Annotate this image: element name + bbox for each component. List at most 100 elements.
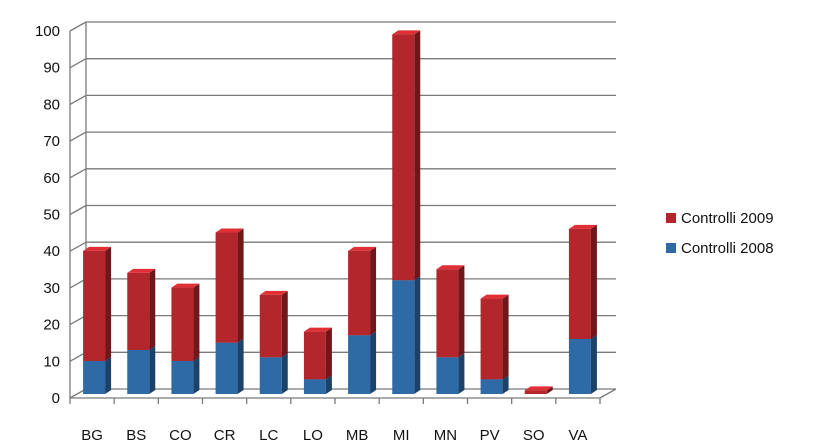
bar-2009-LC [259, 290, 288, 358]
x-tick-label-MB: MB [346, 427, 369, 444]
bar-2009-LC-front [259, 294, 282, 358]
bar-2009-BS-side [149, 268, 156, 350]
bar-2009-MI-side [414, 30, 421, 281]
bar-2009-LC-side [281, 290, 288, 358]
bar-2009-MB-front [348, 250, 371, 336]
bar-2008-BS-front [127, 349, 150, 394]
bar-2009-SO-side [546, 386, 553, 394]
bar-2008-MN-side [458, 353, 465, 394]
y-tick-labels: 0 10 20 30 40 50 60 70 80 90 100 [35, 23, 60, 407]
gridline-side [69, 168, 87, 179]
bar-2009-CR-side [237, 228, 244, 343]
bar-2008-BS-side [149, 345, 156, 394]
bar-2009-MB [348, 246, 377, 336]
y-tick-label: 90 [43, 60, 60, 77]
bar-2009-LO-side [325, 327, 332, 380]
bar-2008-MI [392, 276, 421, 394]
y-tick-label: 80 [43, 96, 60, 113]
bar-2008-MI-side [414, 276, 421, 394]
bar-2009-BS-front [127, 272, 150, 350]
bar-2008-BG-front [83, 360, 106, 394]
bar-2009-BG-front [83, 250, 106, 361]
bar-2009-PV-side [502, 294, 509, 380]
bar-2008-CR-front [215, 342, 238, 394]
bar-2008-BS [127, 345, 156, 394]
bar-2008-MN [436, 353, 465, 394]
y-tick-label: 100 [35, 23, 60, 40]
bar-2008-MN-front [436, 357, 459, 394]
bar-2008-LO-front [303, 379, 326, 394]
y-tick-label: 20 [43, 317, 60, 334]
y-tick-label: 70 [43, 133, 60, 150]
bar-2009-CR-front [215, 232, 238, 343]
x-tick-label-CO: CO [169, 427, 192, 444]
bars [83, 30, 597, 394]
legend-entry-2008: Controlli 2008 [666, 240, 774, 257]
bar-2009-PV [480, 294, 509, 380]
bar-2009-CR-top [215, 228, 244, 233]
y-tick-label: 40 [43, 243, 60, 260]
x-tick-label-MI: MI [393, 427, 410, 444]
x-tick-label-BG: BG [81, 427, 103, 444]
bar-2008-CO-front [171, 360, 194, 394]
bar-2009-MB-top [348, 246, 377, 251]
x-tick-label-PV: PV [480, 427, 500, 444]
y-tick-label: 50 [43, 207, 60, 224]
bar-2008-VA-front [568, 338, 591, 394]
bar-2009-PV-top [480, 294, 509, 299]
bar-2009-BG-side [105, 246, 112, 361]
bar-2009-VA-top [568, 224, 597, 229]
bar-2009-MN-side [458, 265, 465, 358]
legend: Controlli 2009 Controlli 2008 [666, 210, 774, 257]
bar-2008-MB [348, 331, 377, 394]
gridline-side [69, 131, 87, 142]
bar-2008-PV-front [480, 379, 503, 394]
bar-2009-SO [524, 386, 553, 394]
bar-2008-VA [568, 334, 597, 394]
bar-2008-CO-side [193, 356, 200, 394]
bar-2008-LO-side [325, 375, 332, 394]
bar-2009-CO-top [171, 283, 200, 288]
bar-2009-SO-top [524, 386, 553, 391]
bar-2009-VA [568, 224, 597, 339]
bar-2009-MI-front [392, 34, 415, 281]
x-tick-labels: BG BS CO CR LC LO MB MI MN PV SO VA [81, 427, 587, 444]
bar-2009-MN-top [436, 265, 465, 270]
bar-2009-MI-top [392, 30, 421, 35]
bar-2008-LC-front [259, 357, 282, 394]
bar-2008-MB-side [370, 331, 377, 394]
bar-2008-BG-side [105, 356, 112, 394]
bar-2009-VA-side [590, 224, 597, 339]
gridline-side [69, 94, 87, 105]
bar-2009-BG [83, 246, 112, 361]
x-tick-label-LO: LO [303, 427, 323, 444]
bar-2008-BG [83, 356, 112, 394]
bar-2009-CO-side [193, 283, 200, 361]
bar-2008-PV-side [502, 375, 509, 394]
x-tick-label-VA: VA [568, 427, 587, 444]
y-tick-label: 30 [43, 280, 60, 297]
legend-label-2009: Controlli 2009 [681, 210, 774, 227]
bar-2008-LC-side [281, 353, 288, 394]
x-tick-label-MN: MN [434, 427, 457, 444]
bar-2009-LO-top [303, 327, 332, 332]
bar-2009-LC-top [259, 290, 288, 295]
bar-2009-CO-front [171, 287, 194, 361]
bar-2009-SO-front [524, 390, 547, 394]
bar-2008-CR-side [237, 338, 244, 394]
legend-swatch-2008 [666, 243, 676, 253]
bar-2008-VA-side [590, 334, 597, 394]
gridline-side [69, 58, 87, 69]
bar-2008-MI-front [392, 280, 415, 394]
legend-label-2008: Controlli 2008 [681, 240, 774, 257]
floor-right-edge [599, 388, 617, 399]
bar-2008-CR [215, 338, 244, 394]
x-tick-label-CR: CR [214, 427, 236, 444]
y-tick-label: 10 [43, 353, 60, 370]
bar-2009-CO [171, 283, 200, 361]
bar-2009-MI [392, 30, 421, 281]
x-tick-label-SO: SO [523, 427, 545, 444]
bar-2009-MB-side [370, 246, 377, 336]
x-tick-label-BS: BS [126, 427, 146, 444]
